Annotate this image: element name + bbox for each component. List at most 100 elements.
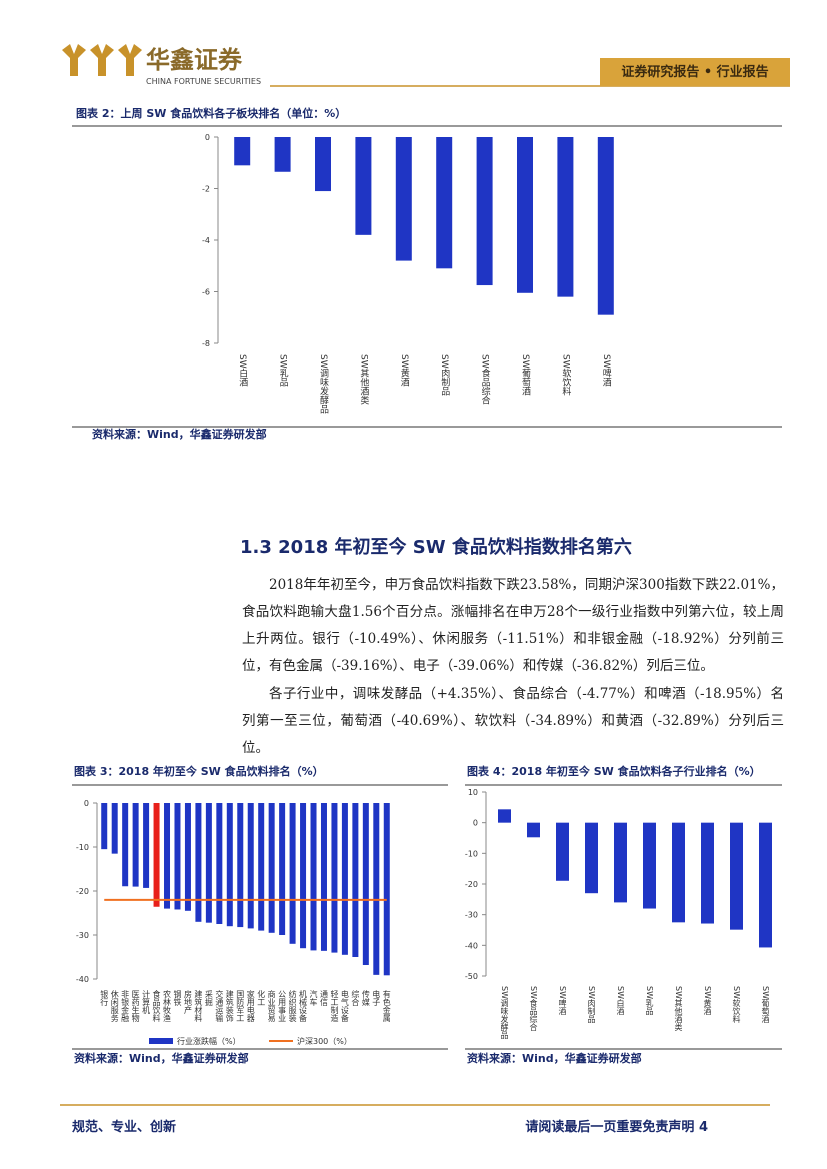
x-tick-label: SW食品综合 xyxy=(529,986,538,1032)
y-tick-label: -20 xyxy=(465,880,478,889)
bar xyxy=(320,803,327,951)
bar xyxy=(279,803,286,935)
bar xyxy=(300,803,307,949)
x-tick-label: 建筑材料 xyxy=(194,989,203,1023)
bar xyxy=(643,822,656,909)
x-tick-label: SW调味发酵品 xyxy=(318,354,329,415)
bar xyxy=(143,803,150,888)
bar xyxy=(111,803,118,854)
x-tick-label: SW乳品 xyxy=(278,354,289,388)
bar xyxy=(274,137,291,172)
x-tick-label: 综合 xyxy=(351,989,360,1007)
x-tick-label: 采掘 xyxy=(204,989,213,1007)
y-tick-label: -10 xyxy=(76,843,89,852)
x-tick-label: SW食品综合 xyxy=(480,354,491,406)
bar xyxy=(205,803,212,923)
y-tick-label: 0 xyxy=(84,799,89,808)
x-tick-label: SW其他酒类 xyxy=(674,986,683,1032)
bar xyxy=(701,822,714,924)
x-tick-label: 国防军工 xyxy=(236,990,245,1022)
chart-title: 图表 2：上周 SW 食品饮料各子板块排名（单位：%） xyxy=(76,106,346,120)
logo xyxy=(62,44,142,76)
bar xyxy=(759,822,772,948)
x-tick-label: 计算机 xyxy=(142,989,151,1015)
source: 资料来源：Wind，华鑫证券研发部 xyxy=(74,1051,249,1065)
x-tick-label: 轻工制造 xyxy=(330,989,339,1023)
header-banner xyxy=(600,58,790,86)
paragraph: 各子行业中，调味发酵品（+4.35%）、食品综合（-4.77%）和啤酒（-18.… xyxy=(242,686,784,756)
y-tick-label: -40 xyxy=(76,975,89,984)
x-tick-label: SW软饮料 xyxy=(732,986,741,1024)
footer-notice: 请阅读最后一页重要免责声明 4 xyxy=(525,1119,708,1135)
chart-title: 图表 3：2018 年初至今 SW 食品饮料排名（%） xyxy=(74,764,324,778)
bar xyxy=(174,803,181,910)
x-tick-label: 公用事业 xyxy=(278,990,287,1022)
x-tick-label: SW黄酒 xyxy=(703,986,712,1016)
bar xyxy=(672,822,685,923)
x-tick-label: 机械设备 xyxy=(299,989,308,1023)
x-tick-label: SW肉制品 xyxy=(587,986,596,1024)
bar xyxy=(498,809,511,823)
x-tick-label: SW肉制品 xyxy=(439,354,450,397)
y-tick-label: -2 xyxy=(202,185,210,194)
bar xyxy=(184,803,191,911)
legend-label: 沪深300（%） xyxy=(297,1036,352,1046)
bar xyxy=(362,803,369,966)
y-tick-label: -4 xyxy=(202,236,210,245)
x-tick-label: SW葡萄酒 xyxy=(761,986,770,1024)
y-tick-label: -40 xyxy=(465,941,478,950)
x-tick-label: SW乳品 xyxy=(645,986,654,1016)
paragraph: 2018年年初至今，申万食品饮料指数下跌23.58%，同期沪深300指数下跌22… xyxy=(242,577,784,674)
x-tick-label: SW啤酒 xyxy=(601,354,612,388)
y-tick-label: -50 xyxy=(465,972,478,981)
y-tick-label: 0 xyxy=(473,819,478,828)
x-tick-label: 有色金属 xyxy=(382,989,391,1023)
x-tick-label: SW白酒 xyxy=(237,354,248,388)
x-tick-label: 通信 xyxy=(319,989,328,1007)
y-tick-label: -30 xyxy=(76,931,89,940)
source: 资料来源：Wind，华鑫证券研发部 xyxy=(92,427,267,441)
x-tick-label: 医药生物 xyxy=(131,990,140,1023)
bar xyxy=(436,137,453,269)
x-tick-label: 钢铁 xyxy=(173,989,182,1007)
bar xyxy=(355,137,372,235)
x-tick-label: SW黄酒 xyxy=(399,354,410,388)
x-tick-label: 商业贸易 xyxy=(267,989,276,1023)
bar xyxy=(132,803,139,887)
bar xyxy=(373,803,380,975)
bar xyxy=(352,803,359,957)
brand: 华鑫证券 xyxy=(146,46,243,74)
y-tick-label: -20 xyxy=(76,887,89,896)
bar xyxy=(597,137,614,315)
report-type: 证券研究报告 • 行业报告 xyxy=(621,64,768,80)
legend-label: 行业涨跌幅（%） xyxy=(177,1036,241,1046)
x-tick-label: 家用电器 xyxy=(246,989,255,1023)
x-tick-label: 房地产 xyxy=(183,989,192,1015)
x-tick-label: SW啤酒 xyxy=(558,986,567,1016)
bar xyxy=(247,803,254,929)
x-tick-label: 化工 xyxy=(257,989,266,1006)
bar xyxy=(614,822,627,903)
bar xyxy=(258,803,265,931)
x-tick-label: SW葡萄酒 xyxy=(520,354,531,397)
chart-title: 图表 4：2018 年初至今 SW 食品饮料各子行业排名（%） xyxy=(467,764,761,778)
brand-en: CHINA FORTUNE SECURITIES xyxy=(146,77,261,86)
y-tick-label: -8 xyxy=(202,339,210,348)
x-tick-label: 非银金融 xyxy=(121,989,130,1023)
legend-swatch xyxy=(149,1038,173,1044)
footer-motto: 规范、专业、创新 xyxy=(72,1119,176,1135)
bar xyxy=(216,803,223,924)
bar xyxy=(556,822,569,881)
x-tick-label: 食品饮料 xyxy=(152,989,161,1023)
bar xyxy=(195,803,202,922)
x-tick-label: 汽车 xyxy=(309,989,318,1007)
x-tick-label: 休闲服务 xyxy=(110,989,119,1023)
source: 资料来源：Wind，华鑫证券研发部 xyxy=(467,1051,642,1065)
x-tick-label: 建筑装饰 xyxy=(225,989,234,1023)
bar xyxy=(122,803,129,887)
y-tick-label: 10 xyxy=(468,788,478,797)
bar xyxy=(383,803,390,976)
bar xyxy=(289,803,296,944)
